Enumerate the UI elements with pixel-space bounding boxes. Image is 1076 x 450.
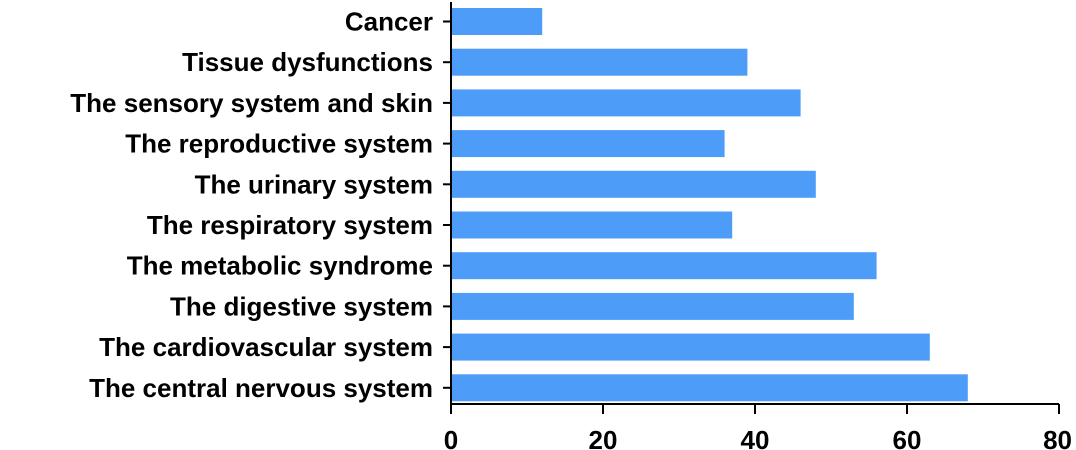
category-labels-group: Cancer Tissue dysfunctions The sensory sys…: [70, 7, 433, 403]
bar-7: [452, 292, 854, 320]
bars-group: [452, 8, 968, 402]
bar-9: [452, 374, 968, 402]
bar-1: [452, 48, 748, 76]
bar-0: [452, 8, 543, 35]
category-label: The sensory system and skin: [70, 88, 433, 118]
category-label: Tissue dysfunctions: [182, 47, 433, 77]
category-label: The respiratory system: [147, 210, 433, 240]
x-ticks-group: 0 20 40 60 80: [444, 404, 1072, 450]
category-label: Cancer: [345, 7, 433, 37]
category-label: The cardiovascular system: [99, 332, 433, 362]
category-label: The urinary system: [195, 169, 433, 199]
bar-3: [452, 130, 725, 158]
category-label: The central nervous system: [89, 373, 433, 403]
x-tick-label: 20: [589, 425, 618, 450]
x-tick-label: 0: [444, 425, 458, 450]
x-tick-label: 40: [741, 425, 770, 450]
category-label: The metabolic syndrome: [127, 251, 433, 281]
bar-8: [452, 333, 930, 361]
bar-2: [452, 89, 801, 117]
category-label: The digestive system: [170, 291, 433, 321]
bar-4: [452, 170, 816, 198]
category-label: The reproductive system: [125, 129, 433, 159]
x-tick-label: 80: [1043, 425, 1072, 450]
x-tick-label: 60: [893, 425, 922, 450]
y-ticks-group: [443, 20, 451, 389]
bar-5: [452, 211, 733, 239]
bar-6: [452, 252, 877, 280]
